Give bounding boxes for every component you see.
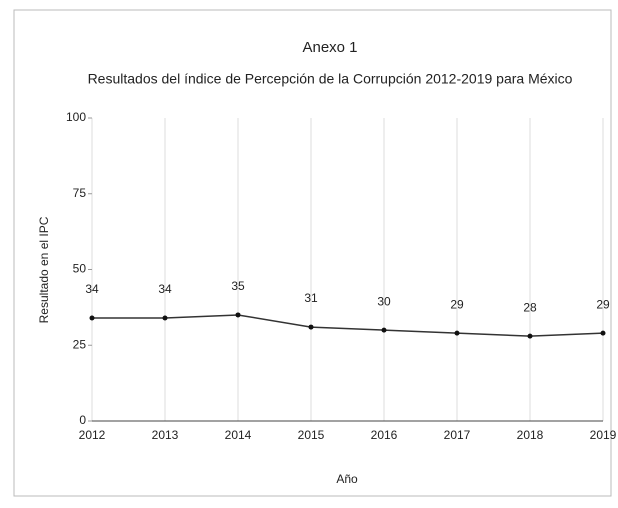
data-label: 29 [596, 297, 610, 311]
data-label: 30 [377, 294, 391, 308]
x-tick-label: 2013 [152, 428, 179, 442]
point [454, 330, 460, 336]
x-tick-label: 2014 [225, 428, 252, 442]
y-tick-label: 0 [79, 413, 86, 427]
data-label: 34 [85, 282, 99, 296]
data-label: 31 [304, 291, 318, 305]
data-label: 29 [450, 297, 464, 311]
x-tick-label: 2019 [590, 428, 617, 442]
point [235, 312, 241, 318]
y-tick-label: 25 [73, 337, 87, 351]
point [89, 315, 95, 321]
chart-title: Anexo 1 [302, 39, 357, 56]
x-axis-label: Año [336, 472, 358, 486]
data-label: 34 [158, 282, 172, 296]
chart-subtitle: Resultados del índice de Percepción de l… [88, 71, 573, 87]
data-label: 35 [231, 279, 245, 293]
x-tick-label: 2018 [517, 428, 544, 442]
x-tick-label: 2015 [298, 428, 325, 442]
y-axis-label: Resultado en el IPC [37, 216, 51, 323]
x-tick-label: 2012 [79, 428, 106, 442]
point [381, 327, 387, 333]
x-tick-label: 2017 [444, 428, 471, 442]
chart-frame [13, 9, 612, 497]
point [162, 315, 168, 321]
point [600, 330, 606, 336]
point [527, 333, 533, 339]
line [92, 314, 604, 337]
data-label: 28 [523, 300, 537, 314]
x-tick-label: 2016 [371, 428, 398, 442]
y-tick-label: 50 [73, 262, 87, 276]
point [308, 324, 314, 330]
y-tick-label: 75 [73, 186, 87, 200]
y-tick-label: 100 [66, 110, 86, 124]
